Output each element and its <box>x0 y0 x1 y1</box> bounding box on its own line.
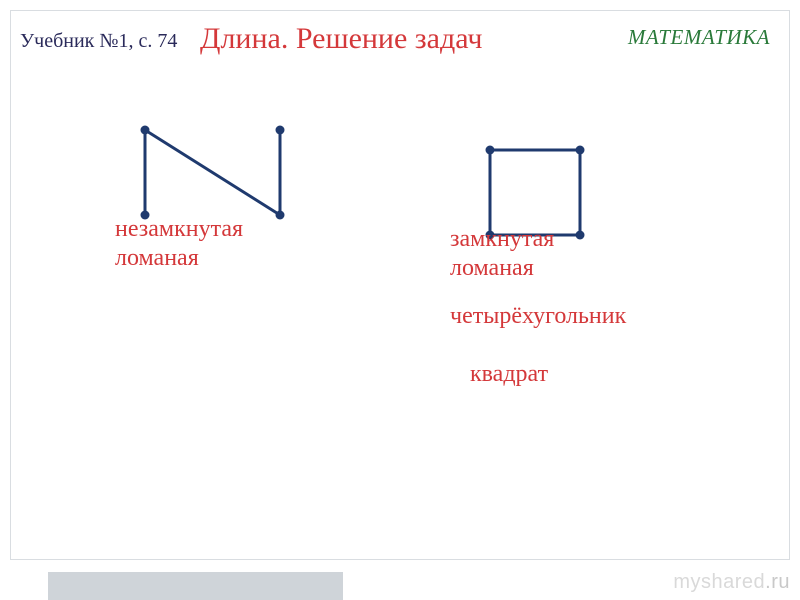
slide: Учебник №1, с. 74 Длина. Решение задач М… <box>0 0 800 600</box>
subject-label: МАТЕМАТИКА <box>628 25 770 50</box>
label-open-polyline: незамкнутаяломаная <box>115 215 243 273</box>
watermark: myshared.ru <box>673 571 790 594</box>
label-square: квадрат <box>470 360 548 389</box>
label-quadrilateral: четырёхугольник <box>450 302 626 331</box>
slide-title: Длина. Решение задач <box>200 22 482 56</box>
diagram <box>0 60 800 200</box>
watermark-suffix: .ru <box>765 571 790 593</box>
watermark-text: myshared <box>673 571 765 593</box>
label-closed-polyline: замкнутаяломаная <box>450 225 554 283</box>
textbook-reference: Учебник №1, с. 74 <box>20 30 177 53</box>
footer-bar <box>48 572 343 600</box>
